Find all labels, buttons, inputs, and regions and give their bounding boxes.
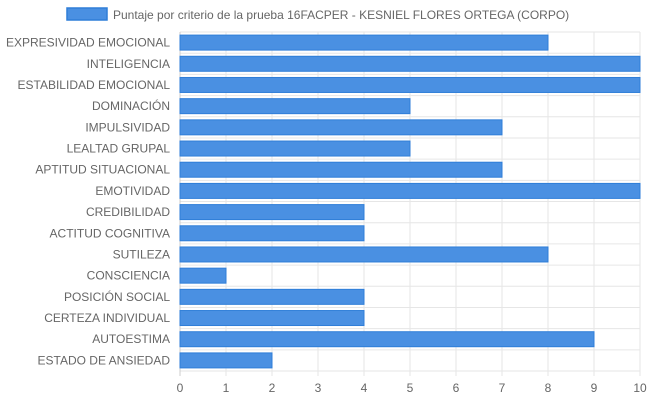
category-labels: EXPRESIVIDAD EMOCIONAL INTELIGENCIA ESTABI… bbox=[6, 36, 170, 368]
bar[interactable] bbox=[179, 76, 641, 93]
gridlines bbox=[179, 31, 641, 376]
category-label: CREDIBILIDAD bbox=[86, 205, 170, 219]
x-tick-label: 4 bbox=[361, 381, 368, 395]
category-label: LEALTAD GRUPAL bbox=[67, 142, 171, 156]
x-tick-labels: 0 1 2 3 4 5 6 7 8 9 10 bbox=[177, 381, 647, 395]
bar[interactable] bbox=[179, 246, 549, 263]
category-label: AUTOESTIMA bbox=[92, 332, 170, 346]
category-label: POSICIÓN SOCIAL bbox=[64, 289, 170, 304]
legend-label[interactable]: Puntaje por criterio de la prueba 16FACP… bbox=[113, 8, 569, 22]
category-label: IMPULSIVIDAD bbox=[85, 120, 170, 134]
bar[interactable] bbox=[179, 161, 503, 178]
bar[interactable] bbox=[179, 119, 503, 136]
x-tick-label: 0 bbox=[177, 381, 184, 395]
category-label: SUTILEZA bbox=[113, 247, 170, 261]
bar[interactable] bbox=[179, 267, 227, 284]
category-label: ESTABILIDAD EMOCIONAL bbox=[18, 78, 171, 92]
category-label: APTITUD SITUACIONAL bbox=[35, 163, 170, 177]
bar[interactable] bbox=[179, 34, 549, 51]
category-label: EMOTIVIDAD bbox=[95, 184, 170, 198]
bar[interactable] bbox=[179, 55, 641, 72]
category-label: CONSCIENCIA bbox=[87, 269, 170, 283]
bar[interactable] bbox=[179, 98, 411, 115]
x-tick-label: 5 bbox=[407, 381, 414, 395]
bar[interactable] bbox=[179, 310, 365, 327]
bar[interactable] bbox=[179, 225, 365, 242]
x-tick-label: 9 bbox=[591, 381, 598, 395]
category-label: CERTEZA INDIVIDUAL bbox=[44, 311, 170, 325]
bar[interactable] bbox=[179, 204, 365, 221]
category-label: INTELIGENCIA bbox=[87, 57, 170, 71]
category-label: ACTITUD COGNITIVA bbox=[50, 226, 170, 240]
x-tick-label: 8 bbox=[545, 381, 552, 395]
bar[interactable] bbox=[179, 182, 641, 199]
category-label: DOMINACIÓN bbox=[92, 98, 170, 113]
bar[interactable] bbox=[179, 331, 595, 348]
category-label: EXPRESIVIDAD EMOCIONAL bbox=[6, 36, 170, 50]
category-label: ESTADO DE ANSIEDAD bbox=[38, 353, 171, 367]
bars bbox=[179, 34, 641, 369]
x-tick-label: 3 bbox=[315, 381, 322, 395]
x-tick-label: 2 bbox=[269, 381, 276, 395]
x-tick-label: 1 bbox=[223, 381, 230, 395]
x-tick-label: 6 bbox=[453, 381, 460, 395]
x-tick-label: 10 bbox=[633, 381, 647, 395]
bar[interactable] bbox=[179, 352, 273, 369]
legend-swatch[interactable] bbox=[66, 7, 108, 21]
bar[interactable] bbox=[179, 140, 411, 157]
x-tick-label: 7 bbox=[499, 381, 506, 395]
legend[interactable]: Puntaje por criterio de la prueba 16FACP… bbox=[66, 7, 569, 22]
bar[interactable] bbox=[179, 288, 365, 305]
